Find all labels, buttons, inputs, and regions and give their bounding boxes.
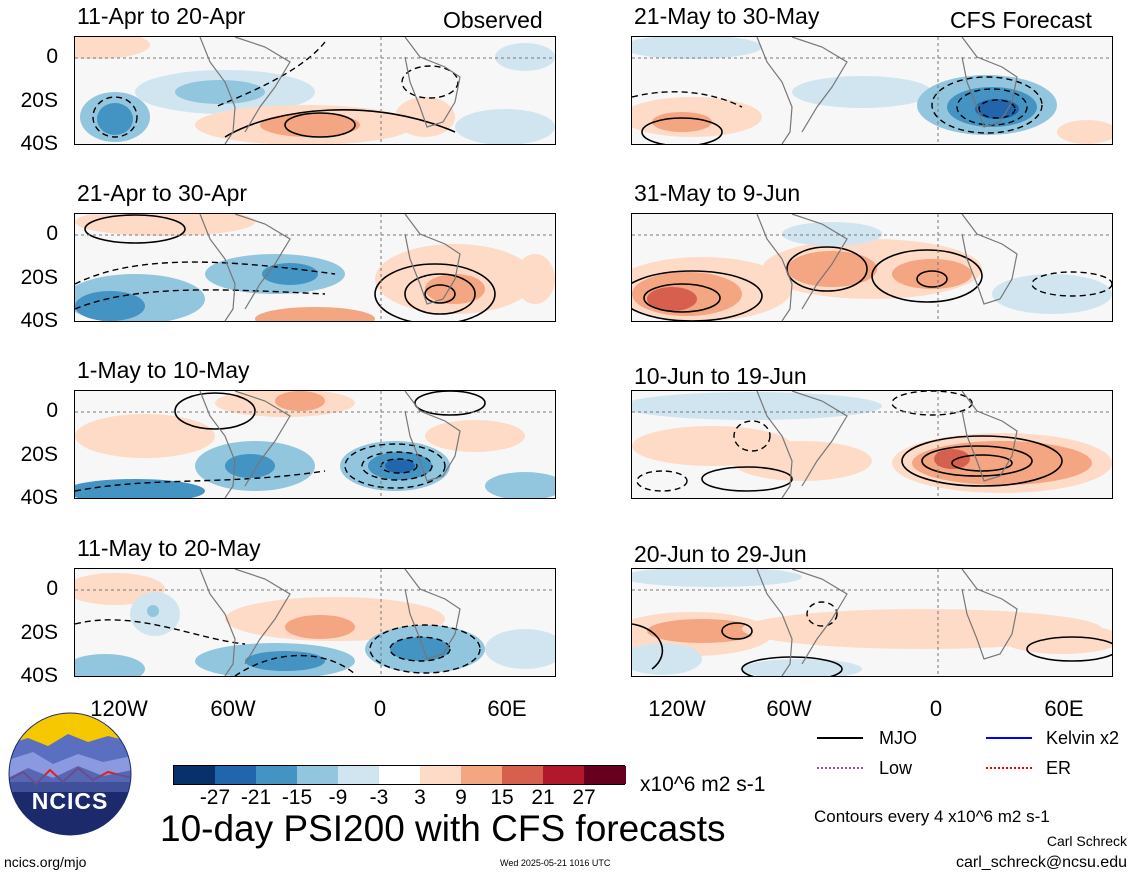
timestamp: Wed 2025-05-21 1016 UTC xyxy=(500,858,611,868)
map-panel-1 xyxy=(74,36,556,145)
map-panel-8 xyxy=(631,568,1113,677)
colorbar-label: 9 xyxy=(455,786,467,809)
panel-1-tag: Observed xyxy=(443,7,543,33)
legend-line-er xyxy=(986,767,1032,769)
map-panel-7 xyxy=(631,390,1113,499)
x-tick-0-left: 0 xyxy=(373,696,387,721)
colorbar-label: 27 xyxy=(572,786,596,809)
legend-label-low: Low xyxy=(879,758,913,778)
legend-line-low xyxy=(817,767,863,769)
y-tick-40s-p1: 40S xyxy=(20,132,58,155)
y-tick-20s-p4: 20S xyxy=(20,621,58,644)
legend-label-kelvin: Kelvin x2 xyxy=(1046,728,1120,748)
colorbar-swatch-10 xyxy=(543,766,585,784)
author-email[interactable]: carl_schreck@ncsu.edu xyxy=(956,854,1127,871)
x-tick-60w-right: 60W xyxy=(766,696,812,721)
y-tick-20s-p1: 20S xyxy=(20,89,58,112)
logo-text: NCICS xyxy=(31,788,109,814)
colorbar-swatch-9 xyxy=(502,766,544,784)
x-tick-60w-left: 60W xyxy=(210,696,256,721)
contour-note: Contours every 4 x10^6 m2 s-1 xyxy=(814,807,1050,826)
colorbar-swatch-4 xyxy=(297,766,339,784)
colorbar-swatch-1 xyxy=(174,766,216,784)
colorbar-label: -27 xyxy=(199,786,231,809)
map-panel-2 xyxy=(74,213,556,322)
colorbar-label: -21 xyxy=(240,786,272,809)
panel-4-title: 11-May to 20-May xyxy=(77,535,261,561)
colorbar-swatch-7 xyxy=(420,766,462,784)
panel-1-title: 11-Apr to 20-Apr xyxy=(77,3,246,29)
legend-label-mjo: MJO xyxy=(879,728,917,748)
colorbar-label: 15 xyxy=(490,786,514,809)
site-url[interactable]: ncics.org/mjo xyxy=(4,854,87,870)
y-tick-0-p2: 0 xyxy=(46,222,58,245)
colorbar-swatch-6 xyxy=(379,766,421,784)
y-tick-20s-p3: 20S xyxy=(20,443,58,466)
x-tick-120w-right: 120W xyxy=(648,696,706,721)
y-tick-0-p4: 0 xyxy=(46,577,58,600)
y-tick-40s-p2: 40S xyxy=(20,309,58,332)
panel-8-title: 20-Jun to 29-Jun xyxy=(634,541,807,567)
colorbar-label: -9 xyxy=(328,786,348,809)
y-tick-0-p1: 0 xyxy=(46,45,58,68)
x-tick-0-right: 0 xyxy=(929,696,943,721)
y-tick-40s-p3: 40S xyxy=(20,486,58,509)
colorbar-label: 21 xyxy=(531,786,555,809)
panel-3-title: 1-May to 10-May xyxy=(77,357,250,383)
panel-5-title: 21-May to 30-May xyxy=(634,3,820,29)
colorbar-swatch-11 xyxy=(584,766,626,784)
legend-label-er: ER xyxy=(1046,758,1072,778)
panel-6-title: 31-May to 9-Jun xyxy=(634,180,801,206)
legend-line-mjo xyxy=(817,737,863,739)
colorbar-swatch-5 xyxy=(338,766,380,784)
x-tick-60e-left: 60E xyxy=(487,696,527,721)
y-tick-20s-p2: 20S xyxy=(20,266,58,289)
panel-7-title: 10-Jun to 19-Jun xyxy=(634,363,807,389)
colorbar-units: x10^6 m2 s-1 xyxy=(640,773,766,796)
y-tick-40s-p4: 40S xyxy=(20,664,58,687)
x-tick-60e-right: 60E xyxy=(1044,696,1084,721)
colorbar-label: -15 xyxy=(281,786,313,809)
x-tick-120w-left: 120W xyxy=(90,696,148,721)
map-panel-6 xyxy=(631,213,1113,322)
colorbar-swatch-8 xyxy=(461,766,503,784)
colorbar-swatch-2 xyxy=(215,766,257,784)
ncics-logo xyxy=(8,712,132,836)
map-panel-3 xyxy=(74,390,556,499)
colorbar-swatch-3 xyxy=(256,766,298,784)
author-name: Carl Schreck xyxy=(1046,833,1127,849)
y-tick-0-p3: 0 xyxy=(46,399,58,422)
panel-2-title: 21-Apr to 30-Apr xyxy=(77,180,248,206)
legend-line-kelvin xyxy=(986,737,1032,739)
map-panel-5 xyxy=(631,36,1113,145)
map-panel-4 xyxy=(74,568,556,677)
colorbar-label: 3 xyxy=(414,786,426,809)
main-title: 10-day PSI200 with CFS forecasts xyxy=(160,808,726,849)
colorbar-label: -3 xyxy=(369,786,389,809)
panel-5-tag: CFS Forecast xyxy=(950,7,1092,33)
